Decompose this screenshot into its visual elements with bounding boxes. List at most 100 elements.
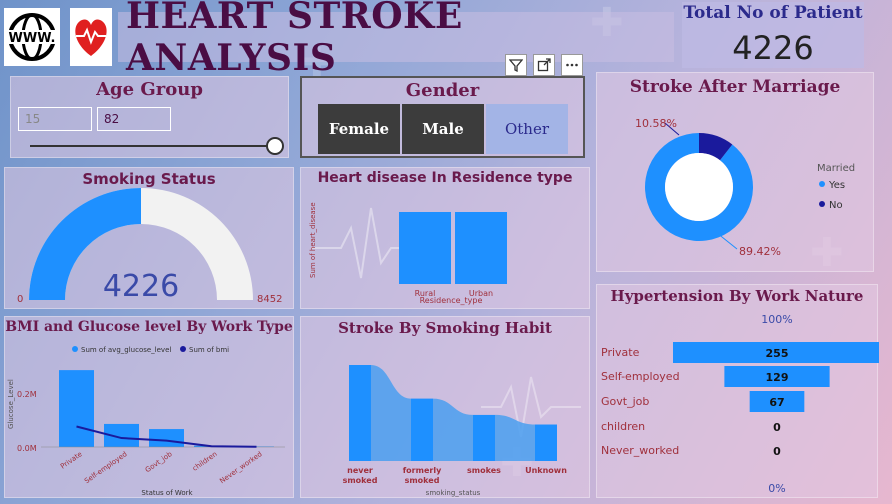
age-group-card: Age Group bbox=[10, 76, 289, 158]
smoking-gauge: 4226 0 8452 bbox=[17, 188, 282, 305]
legend-glucose-marker bbox=[72, 346, 78, 352]
gauge-value: 4226 bbox=[103, 269, 179, 304]
heart-disease-title: Heart disease In Residence type bbox=[317, 170, 573, 186]
bmi-ytick-bottom: 0.0M bbox=[17, 444, 37, 453]
smoking-habit-xlabel: smoking_status bbox=[426, 489, 481, 497]
focus-mode-icon[interactable] bbox=[533, 54, 555, 76]
age-group-title: Age Group bbox=[96, 79, 203, 100]
marriage-card: Stroke After Marriage 10.58% 89.42% Marr… bbox=[596, 72, 874, 272]
heart-disease-chart: Sum of heart_disease Rural Urban Residenc… bbox=[309, 202, 507, 305]
www-logo: WWW. bbox=[4, 8, 60, 66]
marriage-donut-chart: 10.58% 89.42% Married Yes No bbox=[635, 117, 855, 258]
donut-hole bbox=[665, 153, 733, 221]
smoking-habit-bar bbox=[535, 424, 557, 461]
svg-text:WWW.: WWW. bbox=[9, 31, 56, 46]
hypertension-bar bbox=[749, 391, 805, 412]
smoking-status-title: Smoking Status bbox=[82, 170, 216, 188]
hypertension-category-label: Govt_job bbox=[601, 395, 649, 408]
marriage-no-pct: 10.58% bbox=[635, 117, 677, 130]
legend-yes-label: Yes bbox=[828, 180, 845, 191]
hypertension-title: Hypertension By Work Nature bbox=[610, 287, 864, 305]
more-options-icon[interactable] bbox=[561, 54, 583, 76]
legend-no-label: No bbox=[829, 200, 843, 211]
legend-no-marker bbox=[819, 201, 825, 207]
residence-bar-urban bbox=[455, 212, 507, 284]
age-slider-track[interactable] bbox=[30, 145, 276, 147]
bmi-xlabel: Status of Work bbox=[141, 489, 193, 497]
donut-slice-yes bbox=[645, 133, 753, 241]
legend-bmi-label: Sum of bmi bbox=[189, 346, 229, 354]
work-type-tick-label: children bbox=[191, 450, 219, 473]
smoking-habit-ribbon bbox=[371, 365, 411, 461]
smoking-habit-bar bbox=[473, 414, 495, 461]
smoking-habit-ribbon bbox=[433, 398, 473, 461]
smoking-status-card: Smoking Status 4226 0 8452 bbox=[4, 167, 294, 309]
gauge-max: 8452 bbox=[257, 294, 282, 305]
hypertension-category-label: Self-employed bbox=[601, 370, 680, 383]
hypertension-category-label: Never_worked bbox=[601, 444, 679, 457]
marriage-title: Stroke After Marriage bbox=[629, 77, 841, 97]
hypertension-value-label: 255 bbox=[766, 347, 789, 360]
residence-bar-rural bbox=[399, 212, 451, 284]
smoking-habit-tick-label: formerly bbox=[403, 466, 442, 475]
hypertension-value-label: 67 bbox=[769, 396, 784, 409]
hypertension-funnel-chart: 100% Private 255 Self-employed 129 Govt_job 6… bbox=[601, 313, 879, 495]
legend-glucose-label: Sum of avg_glucose_level bbox=[81, 346, 171, 354]
heartbeat-icon bbox=[75, 19, 107, 56]
heart-disease-ylabel: Sum of heart_disease bbox=[309, 202, 317, 278]
legend-bmi-marker bbox=[180, 346, 186, 352]
glucose-bar bbox=[149, 429, 184, 447]
hypertension-value-label: 0 bbox=[773, 445, 781, 458]
smoking-habit-bar bbox=[411, 398, 433, 461]
age-slider-handle[interactable] bbox=[266, 137, 284, 155]
bmi-glucose-chart: Sum of avg_glucose_level Sum of bmi Gluc… bbox=[7, 346, 285, 497]
glucose-bar bbox=[104, 423, 139, 447]
work-type-tick-label: Govt_job bbox=[144, 450, 174, 475]
smoking-habit-ribbon bbox=[495, 414, 535, 461]
smoking-habit-bar bbox=[349, 365, 371, 461]
hypertension-bar bbox=[673, 342, 879, 363]
gauge-min: 0 bbox=[17, 294, 23, 305]
globe-icon: WWW. bbox=[6, 13, 58, 61]
hypertension-category-label: children bbox=[601, 420, 645, 433]
hypertension-card: Hypertension By Work Nature 100% Private… bbox=[596, 284, 879, 498]
gauge-fill bbox=[29, 188, 141, 300]
total-patients-label: Total No of Patient bbox=[683, 3, 863, 23]
bmi-line bbox=[76, 425, 257, 448]
bmi-glucose-card: BMI and Glucose level By Work Type Sum o… bbox=[4, 316, 294, 498]
legend-yes-marker bbox=[819, 181, 825, 187]
smoking-habit-tick-label: Unknown bbox=[525, 466, 567, 475]
smoking-habit-title: Stroke By Smoking Habit bbox=[338, 319, 552, 337]
bmi-ylabel: Glucose_Level bbox=[7, 379, 15, 429]
hypertension-value-label: 0 bbox=[773, 421, 781, 434]
work-type-tick-label: Self-employed bbox=[83, 450, 129, 485]
age-min-input[interactable]: 15 bbox=[18, 107, 92, 131]
smoking-habit-tick-label: smoked bbox=[343, 476, 378, 485]
hypertension-category-label: Private bbox=[601, 346, 640, 359]
bmi-glucose-title: BMI and Glucose level By Work Type bbox=[5, 319, 293, 335]
smoking-habit-tick-label: never bbox=[347, 466, 373, 475]
residence-tick-label: Urban bbox=[469, 289, 493, 298]
glucose-bar bbox=[59, 370, 94, 447]
gender-title: Gender bbox=[405, 80, 480, 101]
heart-disease-card: Heart disease In Residence type Sum of h… bbox=[300, 167, 590, 309]
smoking-habit-tick-label: smoked bbox=[405, 476, 440, 485]
age-max-input[interactable]: 82 bbox=[97, 107, 171, 131]
work-type-tick-label: Private bbox=[59, 450, 84, 471]
hypertension-bar bbox=[724, 366, 830, 387]
hypertension-top-pct: 100% bbox=[761, 313, 792, 326]
marriage-legend-title: Married bbox=[817, 163, 855, 174]
gender-female-button[interactable]: Female bbox=[318, 104, 400, 154]
heart-logo bbox=[70, 8, 112, 66]
gender-other-button[interactable]: Other bbox=[486, 104, 568, 154]
heart-disease-xlabel: Residence_type bbox=[420, 296, 483, 305]
total-patients-card: Total No of Patient 4226 bbox=[682, 2, 864, 68]
filter-icon[interactable] bbox=[505, 54, 527, 76]
work-type-tick-label: Never_worked bbox=[218, 450, 263, 485]
gender-male-button[interactable]: Male bbox=[402, 104, 484, 154]
marriage-yes-pct: 89.42% bbox=[739, 245, 781, 258]
total-patients-value: 4226 bbox=[732, 29, 814, 67]
donut-slice-no bbox=[699, 133, 733, 161]
smoking-habit-card: Stroke By Smoking Habit never smoked forme… bbox=[300, 316, 590, 498]
